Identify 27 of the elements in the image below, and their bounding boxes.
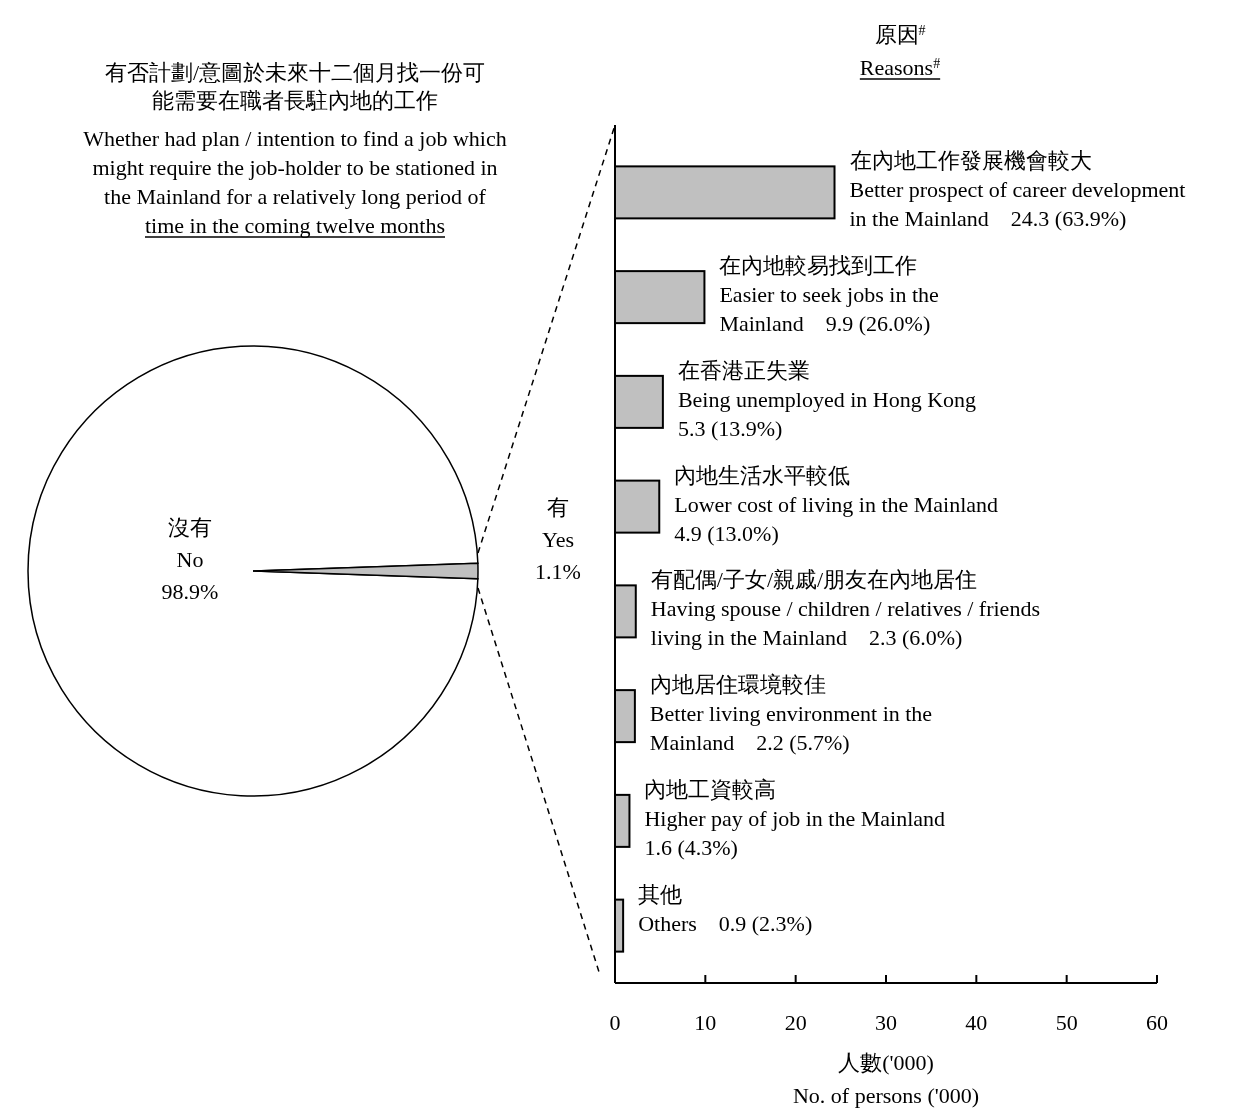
- data-label: 98.9%: [161, 579, 219, 604]
- chart-title: 原因$^{#}$: [874, 22, 926, 47]
- data-label: 5.3 (13.9%): [677, 415, 783, 441]
- x-tick-label: 0: [609, 1010, 621, 1035]
- data-label: 1.1%: [535, 559, 581, 584]
- category-label: 有配偶/子女/親戚/朋友在內地居住 Having spouse / children / relatives / friends living in the Mainland 2.3 (6.0%): [650, 567, 1040, 651]
- x-tick-label: 50: [1055, 1010, 1078, 1035]
- category-label: 在內地工作發展機會較大 Better prospect of career development in the Mainland 24.3 (63.9%): [849, 148, 1186, 232]
- x-tick-label: 10: [694, 1010, 717, 1035]
- y-tick-label: 內地工資較高 Higher pay of job in the Mainland: [644, 776, 946, 831]
- category-label: 其他 Others 0.9 (2.3%): [638, 881, 813, 936]
- y-tick-label: 在香港正失業 Being unemployed in Hong Kong: [677, 357, 977, 412]
- x-tick-label: 40: [965, 1010, 988, 1035]
- data-label: 4.9 (13.0%): [674, 520, 779, 546]
- category-label: 在內地較易找到工作 Easier to seek jobs in the Mainland 9.9 (26.0%): [719, 253, 939, 337]
- category-label: 內地居住環境較佳 Better living environment in the Mainland 2.2 (5.7%): [649, 672, 933, 756]
- data-label: 1.6 (4.3%): [644, 834, 738, 860]
- x-tick-label: 60: [1146, 1010, 1168, 1035]
- slice-label: 沒有 No: [168, 515, 212, 572]
- y-tick-label: 內地生活水平較低 Lower cost of living in the Mainland: [674, 462, 999, 517]
- x-tick-label: 20: [784, 1010, 807, 1035]
- x-axis-title: 人數('000) No. of persons ('000): [792, 1050, 980, 1108]
- x-tick-label: 30: [875, 1010, 897, 1035]
- chart-title: 有否計劃/意圖於未來十二個月找一份可能需要在職者長駐內地的工作: [104, 60, 486, 113]
- chart-subtitle: Reasons$^{#}$: [859, 55, 941, 80]
- chart-subtitle: Whether had plan / intention to find a job which might require the job-holder to be stationed in the Mainland for a relatively long period of time in the coming twelve months: [83, 126, 507, 238]
- slice-label: 有 Yes: [541, 495, 575, 552]
